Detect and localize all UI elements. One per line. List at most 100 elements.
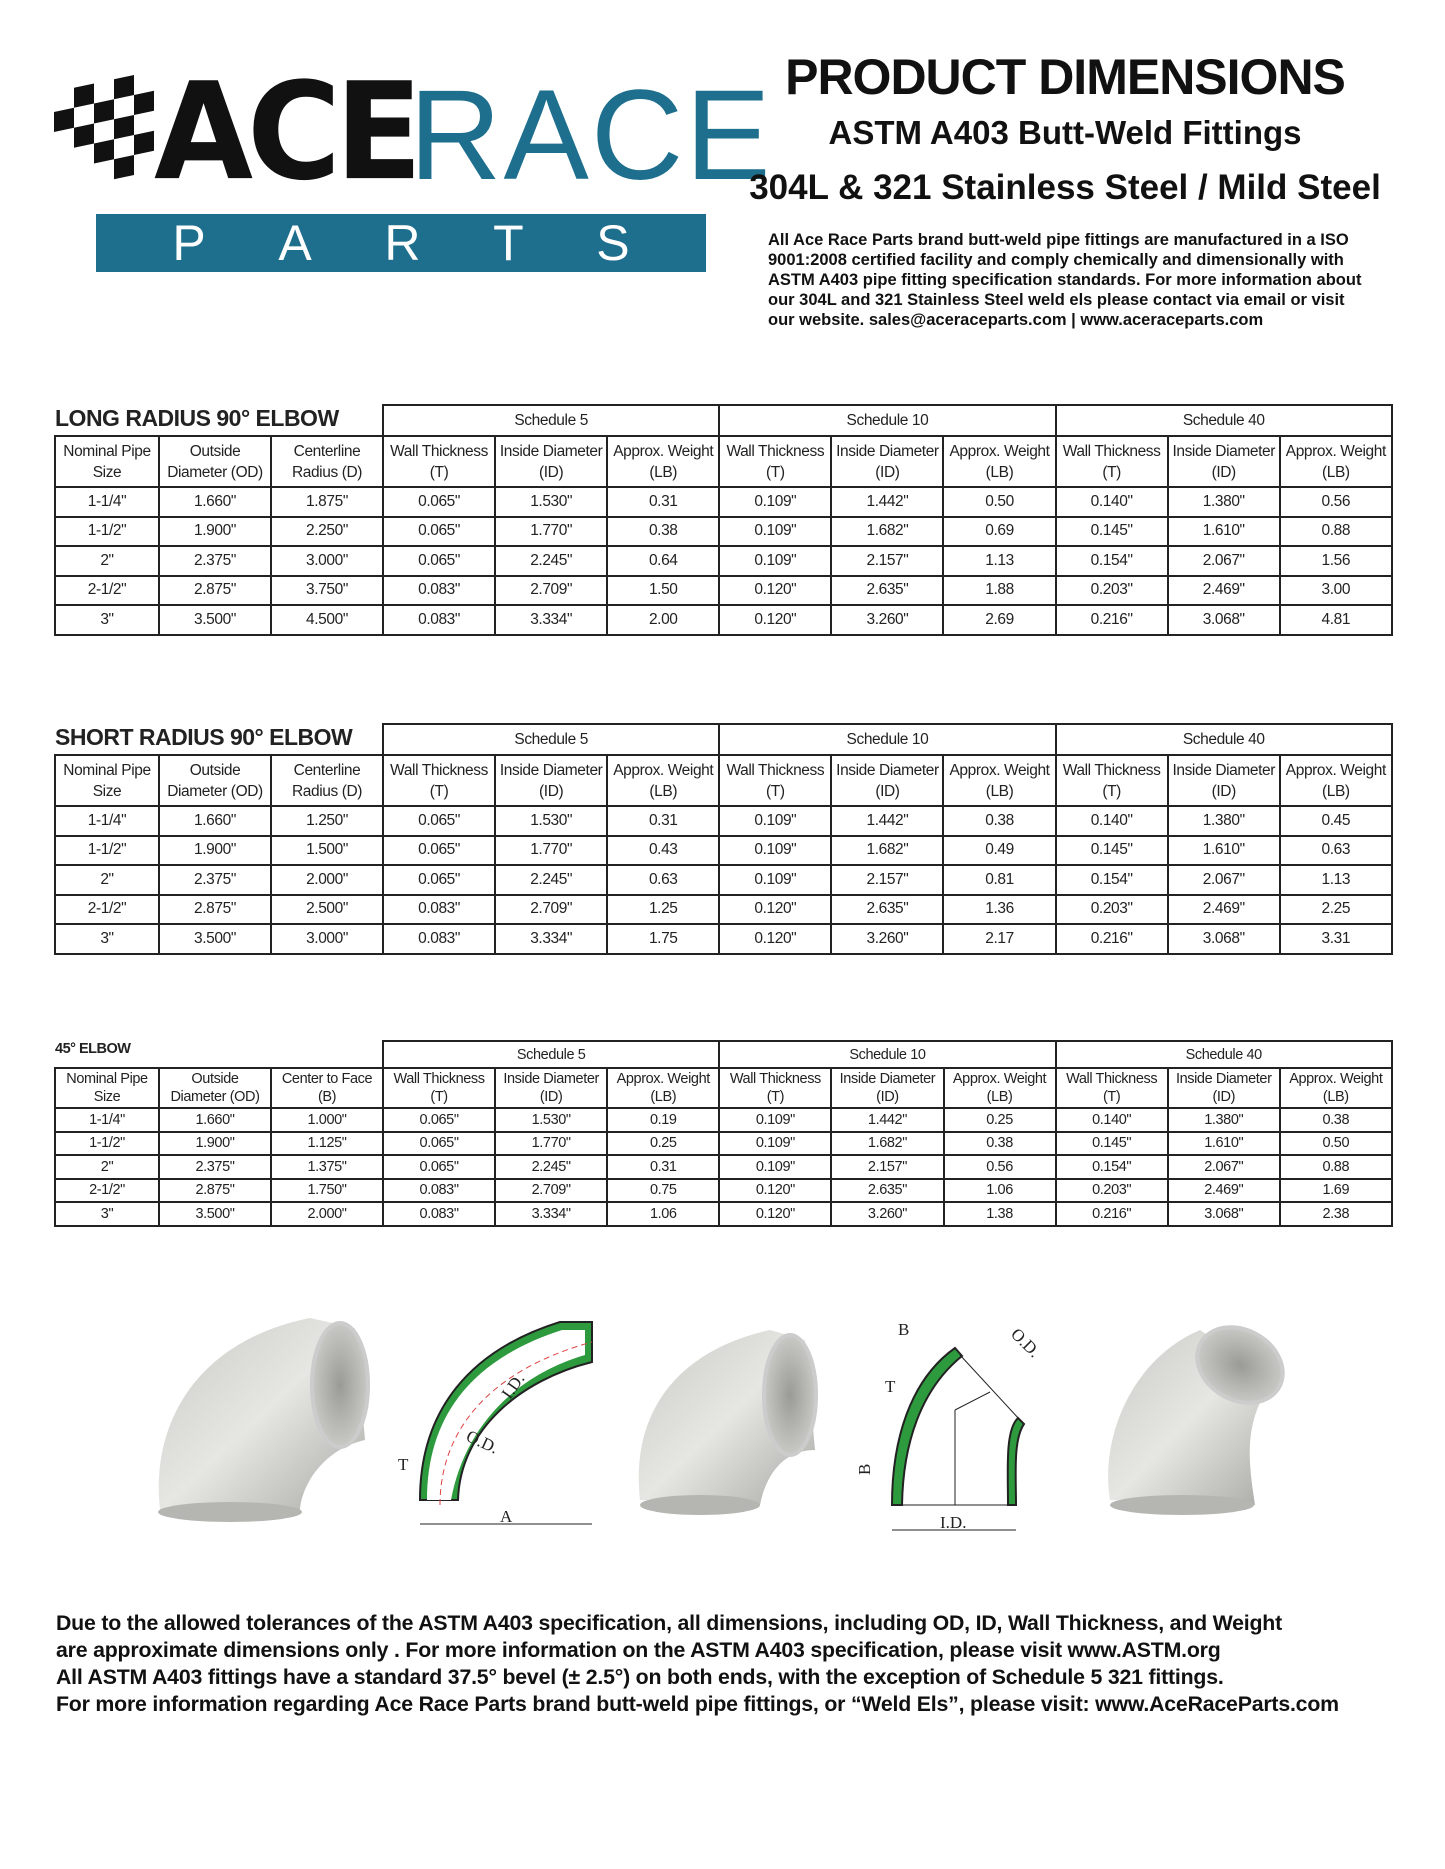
column-header: Approx. Weight (LB) (942, 754, 1057, 807)
column-header: Wall Thickness (T) (1054, 1067, 1169, 1109)
schedule-header: Schedule 10 (718, 1040, 1057, 1069)
table-cell: 0.50 (1278, 1130, 1393, 1156)
table-cell: 1.750" (269, 1177, 385, 1203)
column-header: Wall Thickness (T) (382, 754, 497, 807)
table-cell: 3" (54, 604, 160, 636)
schedule-header: Schedule 10 (718, 723, 1057, 756)
table-cell: 4.500" (270, 604, 384, 636)
column-header: Inside Diameter (ID) (1166, 754, 1281, 807)
table-cell: 1-1/4" (54, 805, 160, 837)
table-cell: 0.109" (718, 1154, 833, 1180)
table-cell: 0.109" (718, 834, 833, 866)
column-header: Wall Thickness (T) (718, 435, 833, 488)
table-cell: 0.065" (382, 1154, 497, 1180)
table-cell: 3.260" (830, 923, 945, 955)
table-cell: 0.083" (382, 1201, 497, 1227)
table-cell: 3.068" (1166, 923, 1281, 955)
column-header: Wall Thickness (T) (382, 1067, 497, 1109)
table-cell: 0.065" (381, 545, 497, 577)
intro-paragraph: All Ace Race Parts brand butt-weld pipe … (768, 231, 1362, 329)
long-radius-elbow-photo (158, 1318, 370, 1522)
table-row: 2-1/2" 2.875" 1.750" 0.083" 2.709" 0.75 0.120"… (54, 1177, 1393, 1203)
table-cell: 0.19 (606, 1107, 721, 1133)
table-cell: 1-1/4" (54, 486, 160, 518)
table-cell: 1.900" (158, 834, 272, 866)
table-row: 3" 3.500" 4.500" 0.083" 3.334" 2.00 0.120" 3.26… (54, 604, 1393, 636)
page-title: PRODUCT DIMENSIONS (785, 49, 1346, 105)
table-cell: 1.442" (830, 805, 945, 837)
label-t: T (885, 1377, 896, 1396)
table-cell: 3.000" (270, 545, 384, 577)
table-cell: 0.154" (1054, 864, 1169, 896)
column-header: Nominal Pipe Size (54, 435, 160, 488)
table-cell: 1.06 (942, 1177, 1057, 1203)
label-t: T (398, 1455, 409, 1474)
table-cell: 2.38 (1278, 1201, 1393, 1227)
table-cell: 0.145" (1054, 834, 1169, 866)
column-header: Wall Thickness (T) (381, 435, 497, 488)
table-row: 2" 2.375" 1.375" 0.065" 2.245" 0.31 0.109" 2.15… (54, 1154, 1393, 1180)
column-header: Nominal Pipe Size (54, 1067, 160, 1109)
table-cell: 2.245" (494, 864, 609, 896)
page-subtitle: ASTM A403 Butt-Weld Fittings (828, 114, 1302, 151)
column-header: Inside Diameter (ID) (830, 1067, 945, 1109)
footer-line: All ASTM A403 fittings have a standard 3… (56, 1665, 1224, 1689)
table-cell: 3" (54, 1201, 160, 1227)
table-cell: 1.06 (606, 1201, 721, 1227)
90-elbow-diagram: A T O.D. I.D. (398, 1321, 593, 1526)
table-title: SHORT RADIUS 90° ELBOW (55, 724, 384, 756)
table-cell: 2.375" (158, 1154, 272, 1180)
table-cell: 0.109" (718, 486, 833, 518)
column-header: Wall Thickness (T) (718, 754, 833, 807)
column-header: Inside Diameter (ID) (494, 435, 609, 488)
column-header: Inside Diameter (ID) (1166, 1067, 1281, 1109)
table-cell: 2.067" (1166, 864, 1281, 896)
column-header: Inside Diameter (ID) (830, 435, 945, 488)
table-cell: 1.875" (270, 486, 384, 518)
table-cell: 3.000" (269, 923, 385, 955)
table-cell: 1-1/2" (54, 834, 160, 866)
table-cell: 0.109" (718, 1107, 833, 1133)
table-row: 3" 3.500" 3.000" 0.083" 3.334" 1.75 0.120" 3.26… (54, 923, 1393, 955)
table-cell: 1.900" (158, 1130, 272, 1156)
table-cell: 1-1/4" (54, 1107, 160, 1133)
table-cell: 0.56 (1278, 486, 1393, 518)
table-cell: 2" (54, 1154, 160, 1180)
table-cell: 1.530" (494, 805, 609, 837)
column-header: Approx. Weight (LB) (942, 1067, 1057, 1109)
table-cell: 1.75 (606, 923, 721, 955)
table-cell: 0.065" (382, 1107, 497, 1133)
long-radius-elbow-table: LONG RADIUS 90° ELBOW Schedule 5 Schedule … (54, 404, 1393, 636)
table-cell: 0.45 (1278, 805, 1393, 837)
table-cell: 0.140" (1054, 1107, 1169, 1133)
table-cell: 0.120" (718, 923, 833, 955)
logo-letter: T (493, 215, 524, 271)
table-cell: 2.635" (830, 893, 945, 925)
table-cell: 0.065" (381, 486, 497, 518)
table-cell: 2.157" (830, 1154, 945, 1180)
table-cell: 1.375" (269, 1154, 385, 1180)
table-cell: 0.38 (942, 805, 1057, 837)
logo-letter: A (278, 215, 312, 271)
table-cell: 0.31 (606, 805, 721, 837)
column-header: Outside Diameter (OD) (158, 754, 272, 807)
column-header: Wall Thickness (T) (718, 1067, 833, 1109)
table-cell: 0.140" (1054, 805, 1169, 837)
table-cell: 1.50 (606, 574, 721, 606)
table-cell: 1.660" (158, 486, 272, 518)
table-row: 1-1/2" 1.900" 2.250" 0.065" 1.770" 0.38 0.109"… (54, 515, 1393, 547)
column-header: Approx. Weight (LB) (1278, 754, 1393, 807)
footer-notes: Due to the allowed tolerances of the AST… (56, 1610, 1445, 1718)
table-cell: 0.63 (606, 864, 721, 896)
table-cell: 2.157" (830, 545, 945, 577)
table-cell: 4.81 (1278, 604, 1393, 636)
table-cell: 1.530" (494, 1107, 609, 1133)
label-od: O.D. (1007, 1324, 1044, 1361)
column-header: Inside Diameter (ID) (830, 754, 945, 807)
table-cell: 3.260" (830, 1201, 945, 1227)
table-cell: 1.380" (1166, 805, 1281, 837)
table-title: 45° ELBOW (55, 1041, 384, 1069)
table-cell: 2.875" (158, 893, 272, 925)
table-cell: 0.63 (1278, 834, 1393, 866)
table-cell: 0.065" (381, 515, 497, 547)
